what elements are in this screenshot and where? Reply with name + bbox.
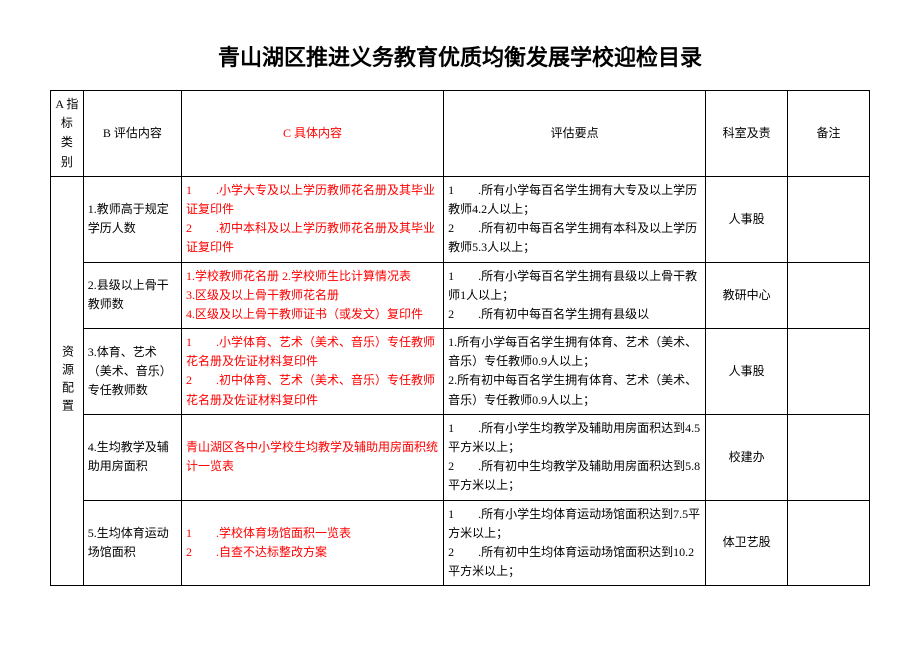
- page-title: 青山湖区推进义务教育优质均衡发展学校迎检目录: [50, 40, 870, 72]
- cell-b: 4.生均教学及辅助用房面积: [83, 414, 181, 500]
- table-row: 2.县级以上骨干教师数 1.学校教师花名册 2.学校师生比计算情况表3.区级及以…: [51, 262, 870, 329]
- cell-d: 1 .所有小学生均教学及辅助用房面积达到4.5平方米以上；2 .所有初中生均教学…: [444, 414, 706, 500]
- cell-e: 校建办: [706, 414, 788, 500]
- cell-d: 1 .所有小学每百名学生拥有大专及以上学历教师4.2人以上；2 .所有初中每百名…: [444, 176, 706, 262]
- cell-d: 1 .所有小学每百名学生拥有县级以上骨干教师1人以上；2 .所有初中每百名学生拥…: [444, 262, 706, 329]
- cell-e: 人事股: [706, 176, 788, 262]
- table-row: 资源配置 1.教师高于规定学历人数 1 .小学大专及以上学历教师花名册及其毕业证…: [51, 176, 870, 262]
- cell-b: 5.生均体育运动场馆面积: [83, 500, 181, 586]
- header-b: B 评估内容: [83, 91, 181, 177]
- cell-e: 教研中心: [706, 262, 788, 329]
- cell-e: 人事股: [706, 329, 788, 415]
- cell-f: [788, 262, 870, 329]
- cell-c: 1 .学校体育场馆面积一览表2 .自查不达标整改方案: [182, 500, 444, 586]
- header-a: A 指标类别: [51, 91, 84, 177]
- table-row: 5.生均体育运动场馆面积 1 .学校体育场馆面积一览表2 .自查不达标整改方案 …: [51, 500, 870, 586]
- table-header-row: A 指标类别 B 评估内容 C 具体内容 评估要点 科室及责 备注: [51, 91, 870, 177]
- main-table: A 指标类别 B 评估内容 C 具体内容 评估要点 科室及责 备注 资源配置 1…: [50, 90, 870, 586]
- cell-c: 1.学校教师花名册 2.学校师生比计算情况表3.区级及以上骨干教师花名册4.区级…: [182, 262, 444, 329]
- table-row: 4.生均教学及辅助用房面积 青山湖区各中小学校生均教学及辅助用房面积统计一览表 …: [51, 414, 870, 500]
- cell-e: 体卫艺股: [706, 500, 788, 586]
- category-cell: 资源配置: [51, 176, 84, 586]
- cell-c: 1 .小学体育、艺术（美术、音乐）专任教师花名册及佐证材料复印件2 .初中体育、…: [182, 329, 444, 415]
- cell-c: 青山湖区各中小学校生均教学及辅助用房面积统计一览表: [182, 414, 444, 500]
- cell-b: 1.教师高于规定学历人数: [83, 176, 181, 262]
- cell-d: 1 .所有小学生均体育运动场馆面积达到7.5平方米以上；2 .所有初中生均体育运…: [444, 500, 706, 586]
- cell-d: 1.所有小学每百名学生拥有体育、艺术（美术、音乐）专任教师0.9人以上；2.所有…: [444, 329, 706, 415]
- cell-f: [788, 414, 870, 500]
- cell-b: 3.体育、艺术（美术、音乐）专任教师数: [83, 329, 181, 415]
- cell-f: [788, 329, 870, 415]
- header-f: 备注: [788, 91, 870, 177]
- cell-f: [788, 500, 870, 586]
- header-d: 评估要点: [444, 91, 706, 177]
- table-row: 3.体育、艺术（美术、音乐）专任教师数 1 .小学体育、艺术（美术、音乐）专任教…: [51, 329, 870, 415]
- cell-f: [788, 176, 870, 262]
- header-c: C 具体内容: [182, 91, 444, 177]
- header-e: 科室及责: [706, 91, 788, 177]
- cell-b: 2.县级以上骨干教师数: [83, 262, 181, 329]
- cell-c: 1 .小学大专及以上学历教师花名册及其毕业证复印件2 .初中本科及以上学历教师花…: [182, 176, 444, 262]
